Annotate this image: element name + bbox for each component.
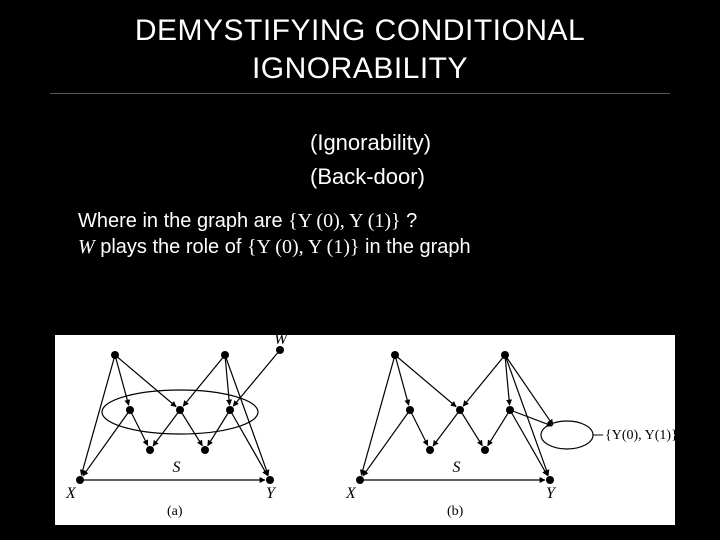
body-text: Where in the graph are {Y (0), Y (1)} ? … — [0, 208, 720, 260]
title-line-1: DEMYSTIFYING CONDITIONAL — [135, 14, 585, 47]
svg-text:{Y(0), Y(1)}: {Y(0), Y(1)} — [605, 428, 675, 443]
question-suffix: ? — [401, 210, 418, 232]
svg-text:X: X — [65, 485, 77, 502]
figure-svg: X S Y W (a) X S Y {Y(0), Y(1)} (b) — [55, 335, 675, 525]
svg-text:Y: Y — [546, 485, 557, 502]
svg-text:(b): (b) — [447, 504, 464, 519]
slide-title: DEMYSTIFYING CONDITIONAL IGNORABILITY — [0, 0, 720, 87]
annotation-backdoor: (Back-door) — [0, 164, 720, 190]
question-prefix: Where in the graph are — [78, 210, 288, 232]
answer-suffix: in the graph — [359, 236, 470, 258]
svg-text:Y: Y — [266, 485, 277, 502]
slide: DEMYSTIFYING CONDITIONAL IGNORABILITY (I… — [0, 0, 720, 540]
figure-area: X S Y W (a) X S Y {Y(0), Y(1)} (b) — [55, 335, 675, 525]
title-line-2: IGNORABILITY — [252, 52, 468, 85]
svg-text:W: W — [274, 335, 289, 348]
annotation-ignorability: (Ignorability) — [0, 130, 720, 156]
svg-text:S: S — [173, 459, 181, 476]
svg-text:(a): (a) — [167, 504, 183, 519]
answer-mid: plays the role of — [95, 236, 247, 258]
question-set: {Y (0), Y (1)} — [288, 210, 401, 232]
svg-text:S: S — [453, 459, 461, 476]
svg-text:X: X — [345, 485, 357, 502]
answer-set: {Y (0), Y (1)} — [247, 236, 360, 258]
spacer — [0, 94, 720, 122]
answer-w: W — [78, 236, 95, 258]
